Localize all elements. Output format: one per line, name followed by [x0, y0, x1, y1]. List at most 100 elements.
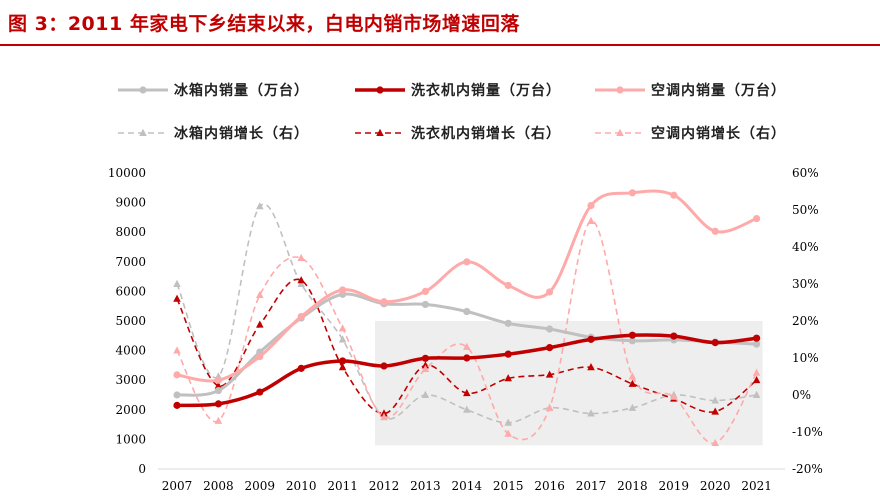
legend-label: 洗衣机内销量（万台） — [411, 82, 561, 99]
legend: 冰箱内销量（万台） 洗衣机内销量（万台） 空调内销量（万台） 冰箱内销增长（右） 洗衣机… — [118, 82, 785, 142]
data-point — [297, 364, 305, 372]
x-tick-label: 2013 — [410, 479, 441, 493]
data-point — [421, 390, 430, 398]
data-point — [546, 288, 554, 296]
data-point — [173, 346, 181, 354]
legend-item-washer-sales: 洗衣机内销量（万台） — [355, 82, 561, 99]
x-tick-label: 2012 — [369, 479, 400, 493]
series-line — [176, 203, 757, 424]
y-left-tick-label: 8000 — [115, 225, 146, 239]
data-point — [546, 325, 554, 333]
y-left-tick-label: 3000 — [115, 373, 146, 387]
data-point — [546, 344, 554, 352]
x-tick-label: 2014 — [452, 479, 483, 493]
data-point — [173, 401, 181, 409]
data-point — [504, 374, 512, 382]
data-point — [214, 400, 222, 408]
data-point — [711, 339, 719, 347]
data-point — [173, 294, 181, 302]
y-right-tick-label: 20% — [792, 314, 819, 328]
data-point — [380, 298, 388, 306]
data-point — [338, 324, 347, 332]
y-right-tick-label: 0% — [792, 388, 811, 402]
data-point — [628, 403, 637, 411]
legend-marker — [376, 86, 384, 94]
legend-item-ac-sales: 空调内销量（万台） — [595, 82, 785, 99]
series-ac-growth — [173, 216, 761, 447]
data-point — [628, 379, 637, 387]
data-point — [463, 388, 471, 397]
data-point — [380, 362, 388, 370]
legend-item-washer-growth: 洗衣机内销增长（右） — [355, 125, 560, 142]
data-point — [214, 416, 223, 424]
highlight-band — [375, 321, 763, 446]
data-point — [711, 407, 719, 415]
page-title: 图 3：2011 年家电下乡结束以来，白电内销市场增速回落 — [8, 13, 520, 35]
data-point — [173, 371, 181, 379]
data-point — [587, 216, 595, 225]
data-point — [214, 386, 222, 395]
data-point — [339, 357, 347, 365]
y-right-tick-label: -20% — [792, 462, 823, 476]
data-point — [587, 335, 595, 343]
data-point — [752, 368, 761, 376]
data-point — [504, 350, 512, 358]
series-washer-growth — [173, 276, 761, 417]
data-point — [504, 319, 512, 327]
data-point — [711, 227, 719, 235]
data-point — [752, 390, 761, 398]
data-point — [173, 279, 181, 287]
data-point — [711, 438, 719, 447]
plot-area: 0 1000 2000 3000 4000 5000 6000 7000 8000 9000 100… — [108, 166, 823, 493]
data-point — [670, 392, 678, 400]
data-point — [628, 189, 637, 197]
data-point — [421, 354, 429, 362]
legend-label: 冰箱内销增长（右） — [174, 125, 309, 142]
legend-marker — [139, 128, 147, 136]
y-left-tick-label: 7000 — [115, 255, 146, 269]
data-point — [256, 352, 264, 361]
data-point — [173, 391, 181, 399]
data-point — [463, 354, 471, 362]
title-rule — [0, 44, 880, 46]
legend-item-ac-growth: 空调内销增长（右） — [595, 125, 785, 142]
x-tick-label: 2015 — [493, 479, 524, 493]
data-point — [214, 381, 223, 389]
legend-label: 冰箱内销量（万台） — [174, 82, 309, 99]
data-point — [256, 320, 264, 328]
data-point — [711, 396, 719, 404]
data-point — [463, 405, 471, 413]
data-point — [338, 335, 347, 343]
legend-item-fridge-growth: 冰箱内销增长（右） — [118, 125, 309, 142]
x-tick-label: 2016 — [534, 479, 565, 493]
x-tick-label: 2020 — [700, 479, 731, 493]
data-point — [545, 370, 554, 378]
x-tick-label: 2018 — [617, 479, 648, 493]
legend-marker — [139, 86, 147, 94]
data-point — [753, 214, 761, 223]
y-left-tick-label: 0 — [138, 462, 146, 476]
data-point — [421, 361, 430, 369]
x-tick-label: 2021 — [741, 479, 772, 493]
data-point — [256, 290, 264, 299]
y-right-tick-label: 30% — [792, 277, 819, 291]
data-point — [214, 376, 222, 384]
data-point — [628, 372, 637, 380]
y-left-tick-label: 6000 — [115, 284, 146, 298]
x-tick-label: 2017 — [576, 479, 607, 493]
legend-marker — [376, 128, 384, 136]
y-right-tick-label: 40% — [792, 240, 819, 254]
data-point — [670, 191, 678, 199]
data-point — [504, 429, 512, 437]
data-point — [587, 409, 595, 417]
data-point — [297, 312, 305, 321]
data-point — [504, 418, 512, 426]
x-tick-label: 2010 — [286, 479, 317, 493]
legend-item-fridge-sales: 冰箱内销量（万台） — [118, 82, 309, 99]
data-point — [753, 334, 761, 342]
data-point — [752, 376, 761, 384]
data-point — [256, 388, 264, 396]
x-tick-label: 2011 — [327, 479, 358, 493]
legend-marker — [616, 128, 624, 136]
